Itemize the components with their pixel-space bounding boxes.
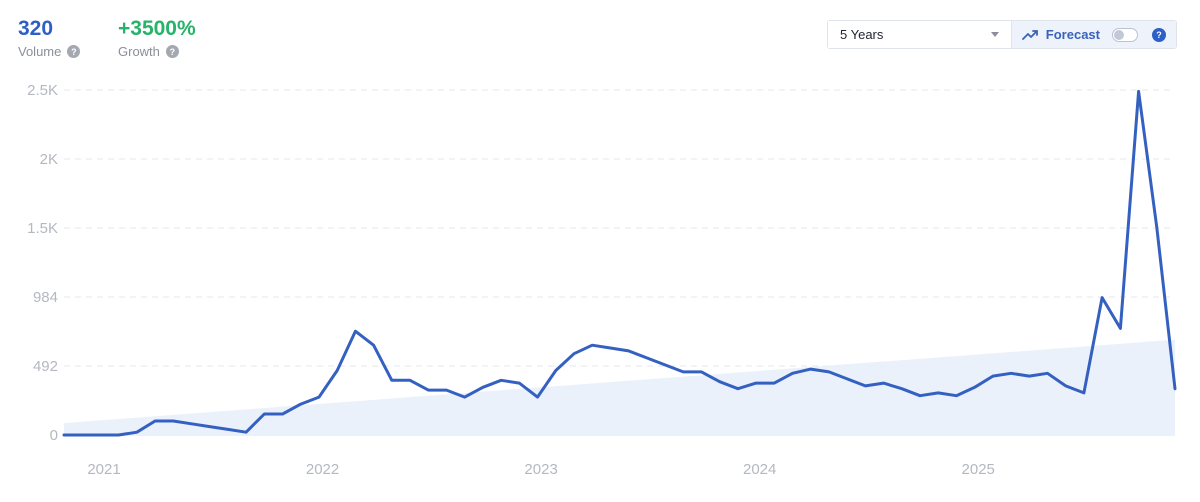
forecast-toggle-area[interactable]: Forecast ? (1011, 21, 1176, 48)
volume-help-icon[interactable]: ? (67, 45, 81, 58)
chart-controls: 5 Years Forecast ? (827, 20, 1177, 49)
volume-value: 320 (18, 17, 54, 40)
forecast-toggle[interactable] (1112, 27, 1138, 42)
x-tick-label: 2023 (524, 461, 557, 478)
growth-value: +3500% (118, 17, 196, 40)
series-line (62, 89, 1177, 437)
x-tick-label: 2024 (743, 461, 776, 478)
y-tick-label: 492 (33, 358, 58, 375)
chevron-down-icon (990, 32, 999, 37)
x-axis: 2021 2022 2023 2024 2025 (87, 461, 995, 478)
y-tick-label: 2K (40, 151, 58, 168)
forecast-label: Forecast (1045, 27, 1100, 42)
trending-up-icon (1021, 29, 1038, 40)
y-axis: 0 492 984 1.5K 2K 2.5K (27, 82, 58, 444)
trend-fill-area (64, 339, 1175, 435)
y-tick-label: 984 (33, 289, 58, 306)
forecast-help-icon[interactable]: ? (1152, 27, 1166, 42)
growth-help-icon[interactable]: ? (165, 45, 179, 58)
x-tick-label: 2025 (962, 461, 995, 478)
growth-label: Growth (118, 44, 160, 59)
series-line-layer (62, 89, 1177, 437)
volume-label-row: Volume ? (18, 44, 81, 59)
y-tick-label: 2.5K (27, 82, 58, 99)
y-tick-label: 0 (50, 427, 58, 444)
toggle-knob (1114, 29, 1124, 40)
growth-label-row: Growth ? (118, 44, 196, 59)
trend-area (64, 339, 1175, 435)
x-tick-label: 2021 (87, 461, 120, 478)
volume-stat: 320 Volume ? (18, 16, 81, 59)
volume-label: Volume (18, 44, 62, 59)
growth-stat: +3500% Growth ? (118, 16, 196, 59)
time-range-select[interactable]: 5 Years (828, 21, 1012, 48)
y-tick-label: 1.5K (27, 220, 58, 237)
x-tick-label: 2022 (306, 461, 339, 478)
time-range-value: 5 Years (840, 27, 884, 42)
